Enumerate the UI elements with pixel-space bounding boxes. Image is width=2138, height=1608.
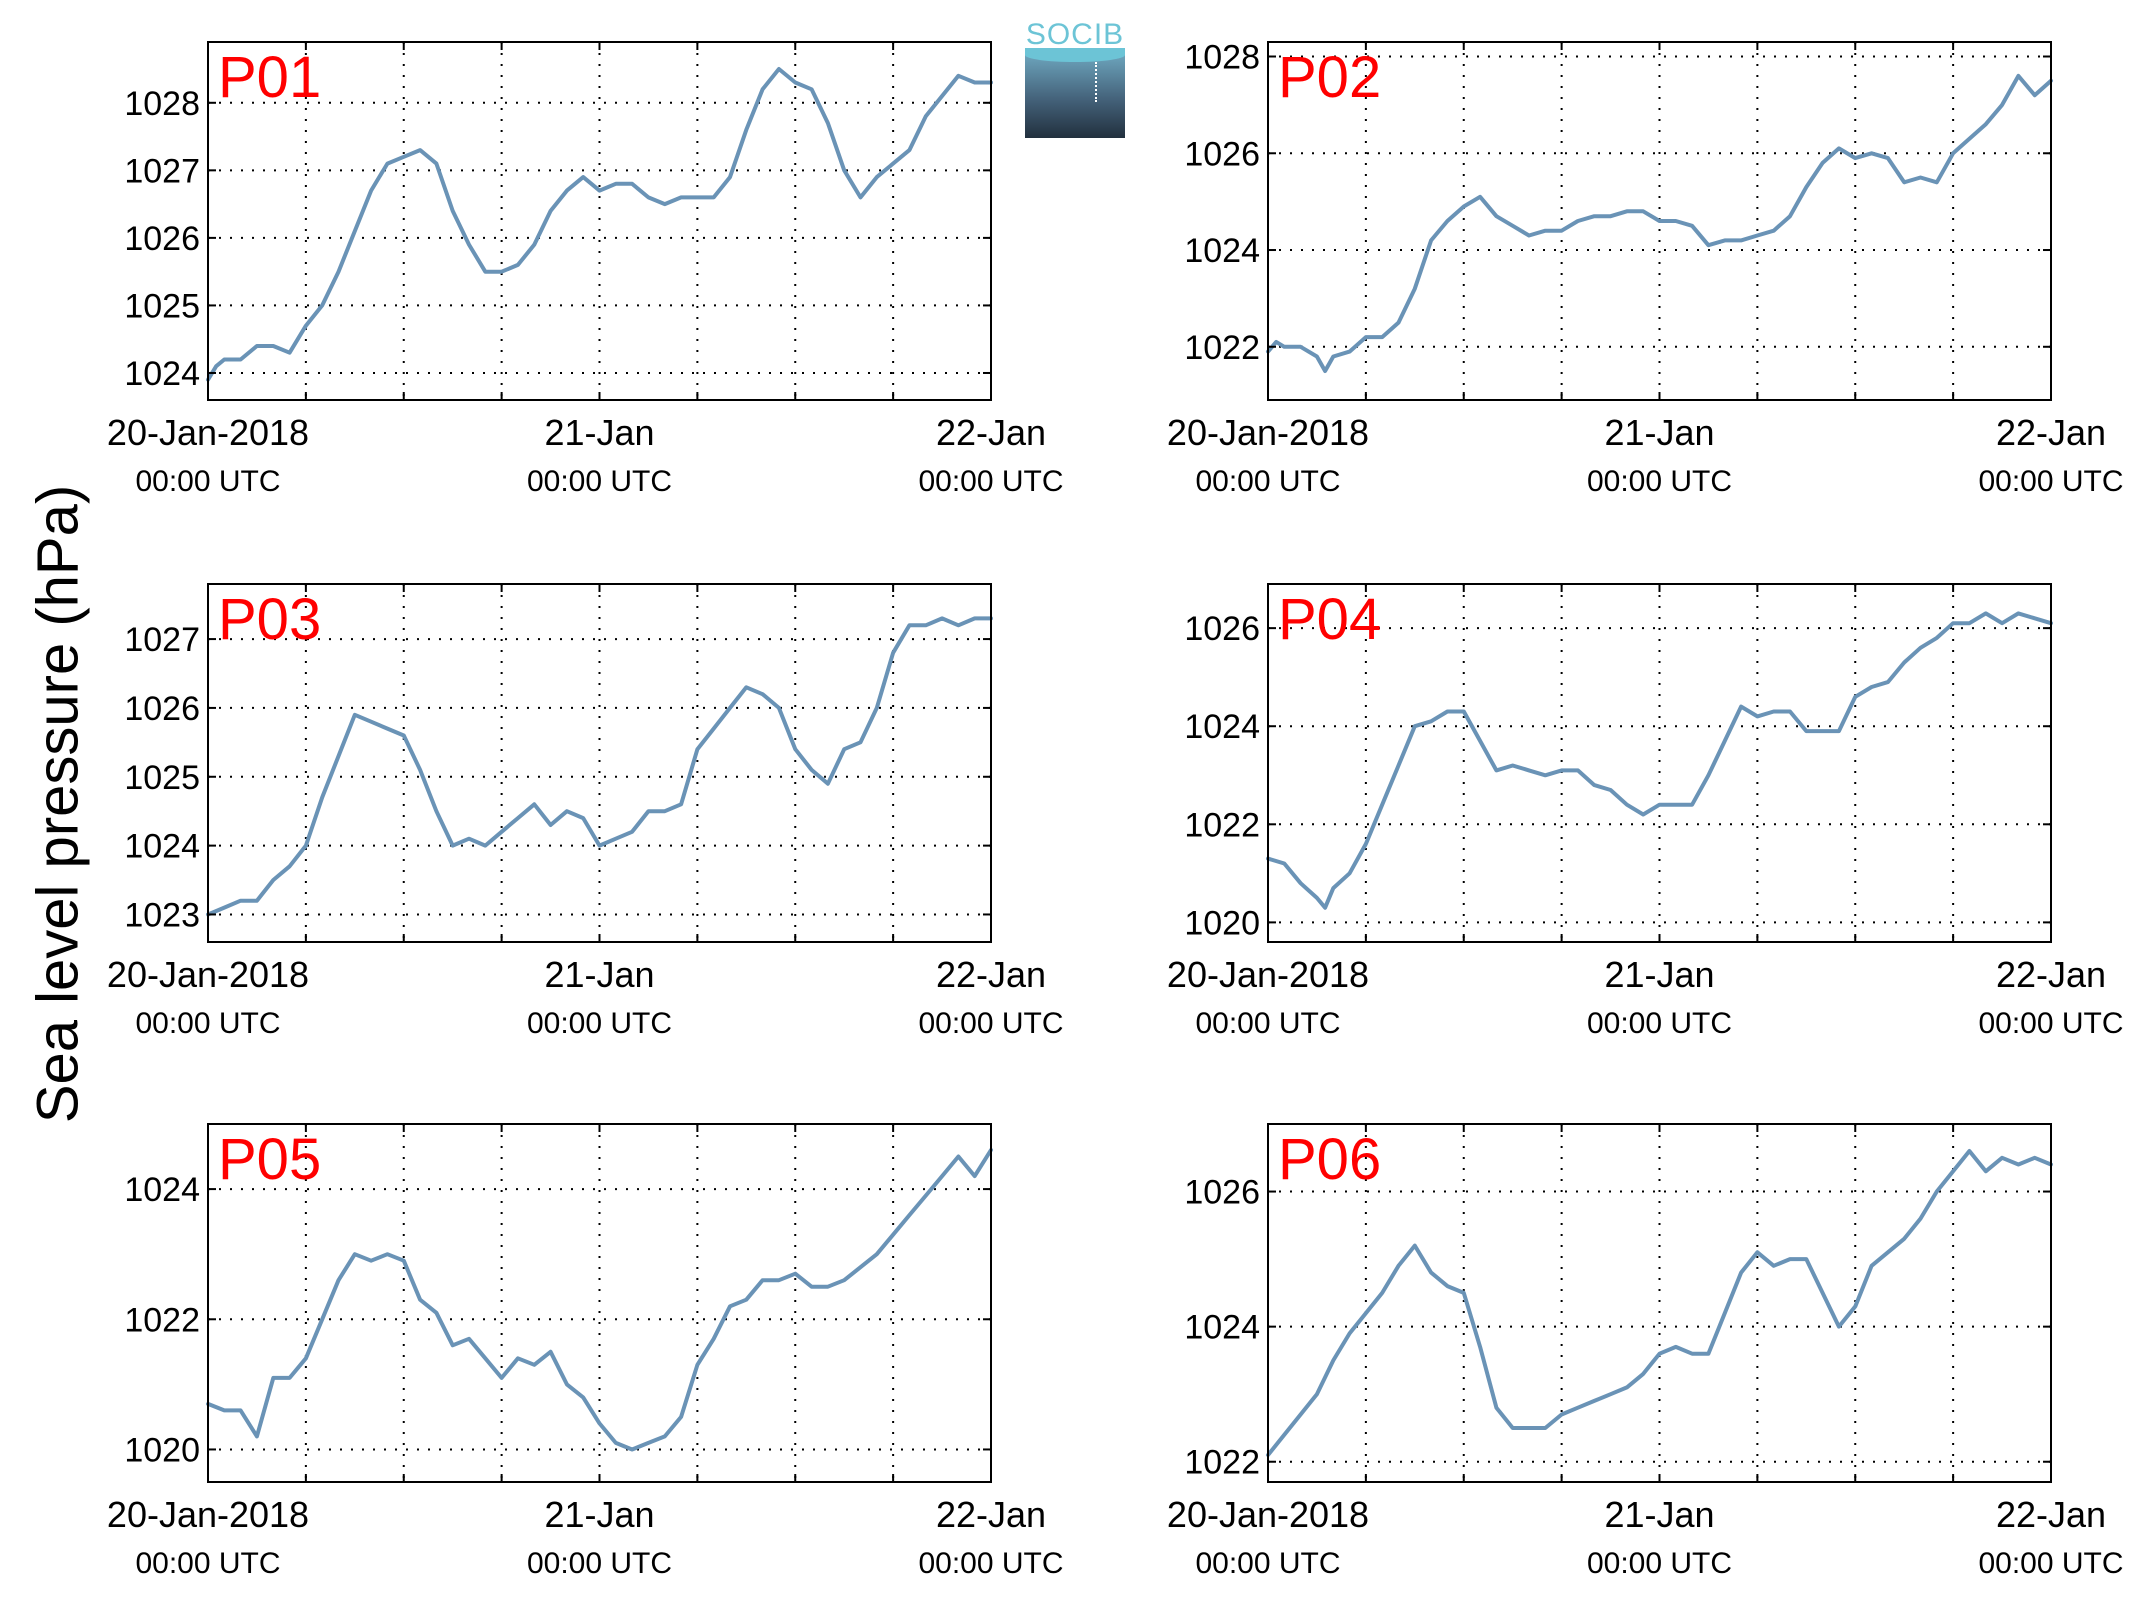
panel-label: P01: [218, 45, 321, 110]
y-tick-label: 1024: [1184, 232, 1260, 270]
panel-label: P06: [1278, 1127, 1381, 1192]
y-tick-label: 1026: [124, 220, 200, 258]
x-tick-sublabel: 00:00 UTC: [1195, 1007, 1340, 1040]
chart-panel-5: 1020 1022 1024 20-Jan-2018 00:00 UTC 21-Jan 00…: [107, 1123, 1064, 1580]
y-tick-label: 1024: [124, 1171, 200, 1209]
x-tick-sublabel: 00:00 UTC: [527, 1547, 672, 1580]
panel-label: P04: [1278, 587, 1381, 652]
y-tick-label: 1022: [1184, 1444, 1260, 1482]
series-line: [206, 1148, 993, 1452]
y-tick-label: 1022: [1184, 806, 1260, 844]
x-tick-label: 21-Jan: [1604, 1494, 1714, 1535]
x-tick-label: 22-Jan: [1996, 1494, 2106, 1535]
series-line: [206, 616, 993, 917]
x-tick-label: 21-Jan: [544, 954, 654, 995]
x-tick-sublabel: 00:00 UTC: [1978, 465, 2123, 498]
x-tick-label: 21-Jan: [544, 1494, 654, 1535]
x-tick-label: 20-Jan-2018: [107, 954, 309, 995]
y-tick-label: 1024: [1184, 1309, 1260, 1347]
x-tick-sublabel: 00:00 UTC: [1587, 1547, 1732, 1580]
x-tick-label: 20-Jan-2018: [1167, 1494, 1369, 1535]
x-tick-sublabel: 00:00 UTC: [1195, 1547, 1340, 1580]
y-tick-label: 1026: [1184, 1174, 1260, 1212]
y-tick-label: 1024: [124, 828, 200, 866]
x-tick-label: 21-Jan: [1604, 412, 1714, 453]
x-tick-sublabel: 00:00 UTC: [1587, 1007, 1732, 1040]
axes-frame: [207, 583, 992, 943]
socib-logo: SOCIB: [1025, 18, 1125, 138]
x-tick-sublabel: 00:00 UTC: [918, 1547, 1063, 1580]
chart-panel-1: 1024 1025 1026 1027 1028 20-Jan-2018 00:00 UTC…: [107, 41, 1064, 498]
y-tick-label: 1026: [1184, 610, 1260, 648]
y-tick-label: 1020: [124, 1431, 200, 1469]
panel-label: P03: [218, 587, 321, 652]
y-tick-label: 1028: [124, 85, 200, 123]
x-tick-sublabel: 00:00 UTC: [135, 1007, 280, 1040]
x-tick-label: 22-Jan: [1996, 954, 2106, 995]
x-tick-label: 20-Jan-2018: [107, 412, 309, 453]
x-tick-label: 22-Jan: [1996, 412, 2106, 453]
y-axis-label-wrap: Sea level pressure (hPa): [18, 0, 98, 1608]
x-tick-label: 20-Jan-2018: [1167, 412, 1369, 453]
x-tick-label: 21-Jan: [1604, 954, 1714, 995]
x-tick-sublabel: 00:00 UTC: [1587, 465, 1732, 498]
x-tick-label: 20-Jan-2018: [1167, 954, 1369, 995]
y-tick-label: 1023: [124, 896, 200, 934]
logo-dots: [1095, 62, 1097, 102]
chart-panel-3: 1023 1024 1025 1026 1027 20-Jan-2018 00:00 UTC…: [107, 583, 1064, 1040]
y-tick-label: 1024: [124, 355, 200, 393]
x-tick-sublabel: 00:00 UTC: [918, 1007, 1063, 1040]
panel-label: P05: [218, 1127, 321, 1192]
series-line: [206, 67, 993, 382]
series-line: [1266, 611, 2053, 910]
x-tick-sublabel: 00:00 UTC: [918, 465, 1063, 498]
y-tick-label: 1020: [1184, 904, 1260, 942]
x-tick-sublabel: 00:00 UTC: [135, 1547, 280, 1580]
x-tick-sublabel: 00:00 UTC: [135, 465, 280, 498]
series-line: [1266, 1149, 2053, 1457]
chart-panel-6: 1022 1024 1026 20-Jan-2018 00:00 UTC 21-Jan 00…: [1167, 1123, 2124, 1580]
y-tick-label: 1027: [124, 152, 200, 190]
x-tick-label: 22-Jan: [936, 954, 1046, 995]
x-tick-label: 20-Jan-2018: [107, 1494, 309, 1535]
y-tick-label: 1028: [1184, 39, 1260, 77]
chart-panel-2: 1022 1024 1026 1028 20-Jan-2018 00:00 UTC 21-J…: [1167, 39, 2124, 498]
y-tick-label: 1025: [124, 759, 200, 797]
x-tick-sublabel: 00:00 UTC: [1978, 1007, 2123, 1040]
x-tick-sublabel: 00:00 UTC: [527, 465, 672, 498]
y-axis-label: Sea level pressure (hPa): [25, 484, 91, 1124]
y-tick-label: 1024: [1184, 708, 1260, 746]
series-line: [1266, 73, 2053, 373]
x-tick-sublabel: 00:00 UTC: [1978, 1547, 2123, 1580]
y-tick-label: 1022: [1184, 329, 1260, 367]
x-tick-sublabel: 00:00 UTC: [1195, 465, 1340, 498]
chart-panel-4: 1020 1022 1024 1026 20-Jan-2018 00:00 UTC 21-J…: [1167, 583, 2124, 1040]
logo-text: SOCIB: [1025, 18, 1125, 51]
logo-box: [1025, 52, 1125, 138]
y-tick-label: 1026: [1184, 135, 1260, 173]
axes-frame: [207, 41, 992, 401]
axes-frame: [1267, 1123, 2052, 1483]
y-tick-label: 1026: [124, 690, 200, 728]
x-tick-label: 22-Jan: [936, 1494, 1046, 1535]
y-tick-label: 1025: [124, 287, 200, 325]
logo-wave: [1025, 48, 1125, 62]
x-tick-sublabel: 00:00 UTC: [527, 1007, 672, 1040]
axes-frame: [207, 1123, 992, 1483]
y-tick-label: 1027: [124, 621, 200, 659]
panel-label: P02: [1278, 45, 1381, 110]
y-tick-label: 1022: [124, 1301, 200, 1339]
x-tick-label: 22-Jan: [936, 412, 1046, 453]
x-tick-label: 21-Jan: [544, 412, 654, 453]
